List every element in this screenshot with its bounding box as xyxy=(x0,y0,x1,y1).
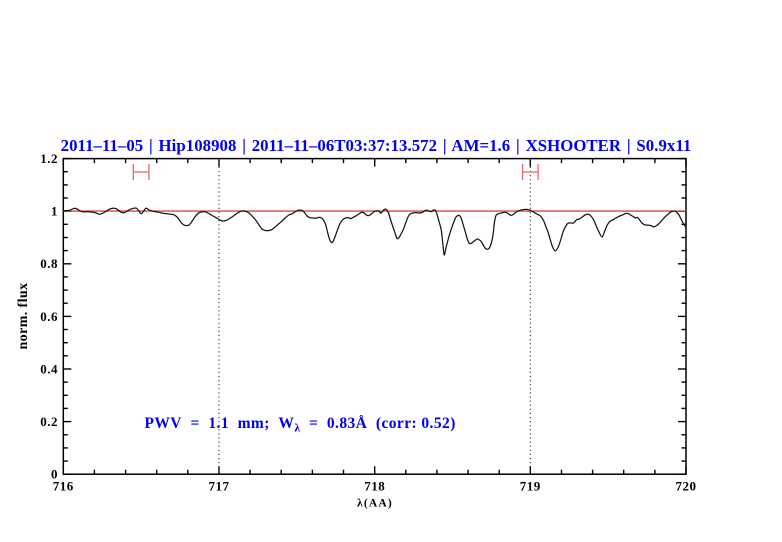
svg-text:718: 718 xyxy=(364,479,385,494)
svg-text:λ(AA): λ(AA) xyxy=(357,498,393,510)
svg-text:0.8: 0.8 xyxy=(40,256,58,271)
svg-text:0.6: 0.6 xyxy=(40,309,58,324)
svg-text:0.4: 0.4 xyxy=(40,361,58,376)
svg-text:0.2: 0.2 xyxy=(40,414,58,429)
svg-text:PWV = 1.1 mm; Wλ = 0.83Å: PWV = 1.1 mm; Wλ = 0.83Å (corr: 0.52) xyxy=(145,415,456,435)
svg-text:1.2: 1.2 xyxy=(40,151,58,166)
svg-text:720: 720 xyxy=(676,479,697,494)
svg-text:1: 1 xyxy=(51,204,58,219)
svg-text:norm. flux: norm. flux xyxy=(16,283,31,350)
svg-text:0: 0 xyxy=(51,467,58,482)
svg-text:717: 717 xyxy=(209,479,230,494)
svg-text:716: 716 xyxy=(53,479,74,494)
svg-text:2011–11–05 | Hip108908 | 2011–: 2011–11–05 | Hip108908 | 2011–11–06T03:3… xyxy=(61,136,692,155)
svg-text:719: 719 xyxy=(520,479,541,494)
